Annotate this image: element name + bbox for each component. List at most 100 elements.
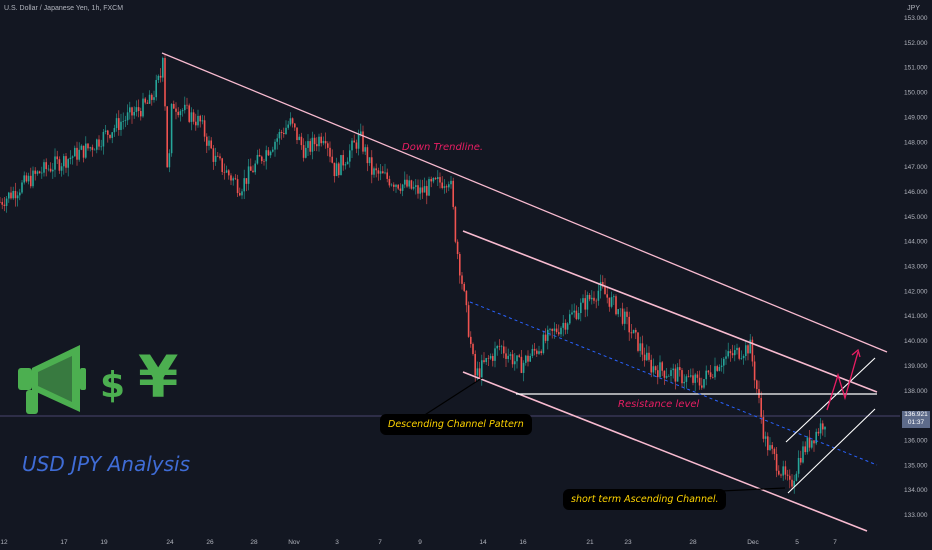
candle-body bbox=[813, 440, 815, 444]
candle-body bbox=[120, 121, 122, 130]
candle-body bbox=[82, 145, 85, 158]
candle-body bbox=[703, 379, 705, 388]
candle-body bbox=[390, 184, 393, 186]
candle-body bbox=[243, 178, 245, 192]
candle-body bbox=[560, 327, 562, 335]
descending-channel-upper bbox=[462, 230, 878, 393]
candle-body bbox=[709, 372, 712, 378]
candle-body bbox=[584, 298, 586, 310]
candle-body bbox=[52, 169, 54, 172]
candle-body bbox=[322, 141, 325, 144]
candle-body bbox=[582, 298, 584, 303]
time-tick: Nov bbox=[288, 539, 300, 546]
candle-body bbox=[69, 157, 72, 160]
candle-body bbox=[421, 187, 424, 193]
candle-body bbox=[137, 107, 140, 112]
candle-body bbox=[175, 108, 177, 112]
price-tick: 135.000 bbox=[904, 462, 928, 469]
candle-body bbox=[159, 75, 162, 78]
candle-body bbox=[562, 322, 564, 328]
candle-body bbox=[210, 140, 212, 149]
candle-body bbox=[478, 368, 481, 378]
time-tick: 17 bbox=[60, 539, 68, 546]
projection-arrowhead bbox=[851, 348, 861, 358]
candle-body bbox=[419, 187, 421, 194]
candle-body bbox=[335, 163, 338, 177]
candle-body bbox=[595, 300, 597, 302]
currency-label: JPY bbox=[907, 5, 920, 12]
candle-body bbox=[300, 136, 303, 146]
price-tick: 151.000 bbox=[904, 65, 928, 72]
candle-body bbox=[808, 437, 811, 448]
candle-body bbox=[610, 297, 613, 307]
candle-body bbox=[569, 314, 571, 324]
candle-body bbox=[45, 162, 47, 170]
candle-body bbox=[47, 168, 50, 170]
candle-body bbox=[415, 185, 417, 187]
candle-body bbox=[621, 308, 624, 324]
candle-body bbox=[32, 170, 34, 187]
candle-body bbox=[481, 360, 483, 378]
candle-body bbox=[518, 355, 520, 357]
candle-body bbox=[38, 171, 41, 174]
candle-body bbox=[329, 147, 331, 157]
candle-body bbox=[27, 175, 30, 182]
candle-body bbox=[386, 172, 388, 179]
candle-body bbox=[639, 343, 641, 351]
candle-body bbox=[566, 323, 569, 330]
candle-body bbox=[232, 178, 234, 181]
candle-body bbox=[8, 192, 10, 199]
candle-body bbox=[804, 446, 806, 453]
candle-body bbox=[230, 175, 232, 181]
candle-body bbox=[274, 141, 276, 150]
candle-body bbox=[107, 130, 109, 135]
candle-body bbox=[346, 161, 349, 165]
candle-body bbox=[463, 283, 465, 291]
candle-body bbox=[520, 356, 523, 373]
countdown-value: 01:37 bbox=[907, 419, 925, 426]
candle-body bbox=[791, 479, 793, 487]
candle-body bbox=[80, 145, 83, 150]
time-tick: 16 bbox=[519, 539, 527, 546]
candle-body bbox=[212, 148, 215, 162]
candle-body bbox=[824, 426, 826, 430]
time-tick: 3 bbox=[335, 539, 339, 546]
candle-body bbox=[142, 98, 144, 117]
price-tick: 140.000 bbox=[904, 338, 928, 345]
candle-body bbox=[564, 322, 567, 330]
candle-body bbox=[113, 128, 116, 133]
candle-body bbox=[412, 186, 415, 189]
candle-body bbox=[806, 437, 809, 453]
candle-body bbox=[373, 168, 375, 175]
candle-body bbox=[197, 115, 199, 126]
candle-body bbox=[509, 354, 512, 356]
projection-path bbox=[826, 351, 859, 411]
candle-body bbox=[276, 138, 278, 142]
candle-body bbox=[219, 156, 221, 159]
descending-channel-lower bbox=[462, 371, 868, 532]
channel-midline bbox=[469, 301, 878, 466]
ascending-channel-lower bbox=[787, 408, 876, 494]
candle-body bbox=[692, 375, 694, 383]
candle-body bbox=[428, 179, 430, 196]
candle-body bbox=[430, 179, 432, 182]
candle-body bbox=[652, 366, 655, 373]
candle-body bbox=[360, 131, 362, 135]
candle-body bbox=[353, 140, 355, 143]
candle-body bbox=[124, 120, 127, 121]
candle-body bbox=[278, 132, 281, 139]
candle-body bbox=[188, 105, 190, 122]
candle-body bbox=[822, 423, 824, 430]
candle-body bbox=[747, 345, 749, 354]
candle-body bbox=[800, 457, 802, 463]
candle-body bbox=[225, 170, 228, 173]
candle-body bbox=[36, 171, 39, 174]
candle-body bbox=[815, 431, 817, 444]
candle-body bbox=[221, 158, 223, 172]
candle-body bbox=[767, 436, 769, 451]
candle-body bbox=[641, 343, 644, 355]
candle-body bbox=[454, 206, 457, 242]
resistance-label: Resistance level bbox=[618, 399, 700, 410]
